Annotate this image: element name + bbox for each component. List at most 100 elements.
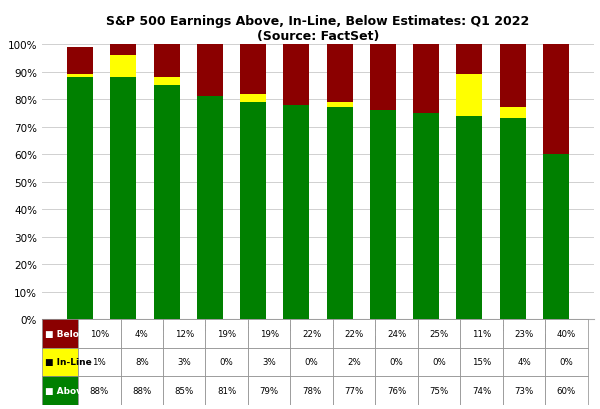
Bar (197, 97, 223, 319)
Bar (333, 319, 376, 348)
Text: 77%: 77% (344, 386, 364, 395)
Text: 73%: 73% (514, 386, 533, 395)
Title: S&P 500 Earnings Above, In-Line, Below Estimates: Q1 2022
(Source: FactSet): S&P 500 Earnings Above, In-Line, Below E… (106, 14, 530, 43)
Bar (418, 376, 460, 405)
Bar (163, 348, 205, 376)
Text: 75%: 75% (430, 386, 449, 395)
Text: ■: ■ (46, 329, 54, 338)
Text: 19%: 19% (260, 329, 279, 338)
Bar (154, 86, 179, 319)
Bar (457, 116, 482, 319)
Text: 40%: 40% (557, 329, 576, 338)
Bar (460, 319, 503, 348)
Bar (42, 348, 78, 376)
Bar (248, 348, 290, 376)
Bar (460, 348, 503, 376)
Text: 81%: 81% (217, 386, 236, 395)
Bar (326, 103, 353, 108)
Text: 0%: 0% (432, 357, 446, 366)
Bar (376, 376, 418, 405)
Bar (163, 376, 205, 405)
Bar (205, 348, 248, 376)
Text: 23%: 23% (514, 329, 533, 338)
Text: 60%: 60% (557, 386, 576, 395)
Text: 15%: 15% (472, 357, 491, 366)
Text: 0%: 0% (220, 357, 233, 366)
Bar (503, 319, 545, 348)
Bar (67, 48, 93, 75)
Text: 10%: 10% (89, 329, 109, 338)
Text: 78%: 78% (302, 386, 321, 395)
Bar (110, 45, 136, 56)
Text: 4%: 4% (135, 329, 149, 338)
Text: 12%: 12% (175, 329, 194, 338)
Bar (205, 319, 248, 348)
Bar (326, 42, 353, 103)
Bar (283, 45, 310, 106)
Text: 25%: 25% (430, 329, 449, 338)
Bar (457, 75, 482, 116)
Text: 8%: 8% (135, 357, 149, 366)
Text: 88%: 88% (132, 386, 151, 395)
Bar (376, 348, 418, 376)
Bar (543, 155, 569, 319)
Bar (290, 348, 333, 376)
Bar (248, 376, 290, 405)
Text: 76%: 76% (387, 386, 406, 395)
Bar (121, 348, 163, 376)
Bar (240, 94, 266, 103)
Text: ■: ■ (46, 357, 54, 366)
Text: 0%: 0% (305, 357, 319, 366)
Bar (67, 75, 93, 78)
Text: ■ Below: ■ Below (45, 329, 87, 338)
Bar (370, 111, 396, 319)
Bar (248, 319, 290, 348)
Text: 1%: 1% (92, 357, 106, 366)
Text: 74%: 74% (472, 386, 491, 395)
Bar (545, 376, 587, 405)
Bar (413, 114, 439, 319)
Text: ■: ■ (46, 386, 54, 395)
Text: 19%: 19% (217, 329, 236, 338)
Text: 79%: 79% (260, 386, 279, 395)
Text: 3%: 3% (262, 357, 276, 366)
Bar (110, 78, 136, 319)
Text: 85%: 85% (175, 386, 194, 395)
Bar (290, 319, 333, 348)
Bar (413, 45, 439, 114)
Bar (503, 376, 545, 405)
Bar (121, 376, 163, 405)
Bar (78, 376, 121, 405)
Bar (42, 376, 78, 405)
Bar (240, 42, 266, 94)
Bar (545, 319, 587, 348)
Text: 0%: 0% (389, 357, 403, 366)
Bar (163, 319, 205, 348)
Text: 11%: 11% (472, 329, 491, 338)
Text: 2%: 2% (347, 357, 361, 366)
Bar (500, 119, 526, 319)
Bar (503, 348, 545, 376)
Text: ■ In-Line: ■ In-Line (45, 357, 92, 366)
Bar (121, 319, 163, 348)
Text: 4%: 4% (517, 357, 531, 366)
Bar (197, 45, 223, 97)
Bar (500, 45, 526, 108)
Bar (370, 45, 396, 111)
Bar (78, 319, 121, 348)
Bar (500, 108, 526, 119)
Text: 0%: 0% (560, 357, 573, 366)
Text: 3%: 3% (178, 357, 191, 366)
Bar (240, 103, 266, 319)
Text: 22%: 22% (344, 329, 364, 338)
Bar (326, 108, 353, 319)
Bar (290, 376, 333, 405)
Bar (110, 56, 136, 78)
Bar (205, 376, 248, 405)
Bar (78, 348, 121, 376)
Bar (67, 78, 93, 319)
Bar (154, 78, 179, 86)
Bar (42, 319, 78, 348)
Bar (154, 45, 179, 78)
Bar (460, 376, 503, 405)
